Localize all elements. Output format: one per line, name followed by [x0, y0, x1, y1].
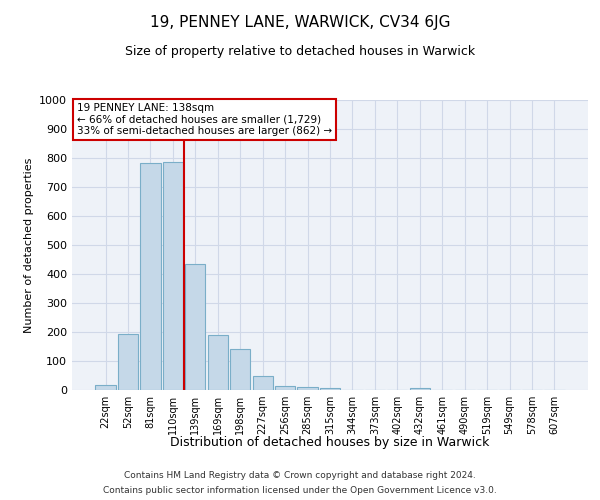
Text: Contains public sector information licensed under the Open Government Licence v3: Contains public sector information licen…: [103, 486, 497, 495]
Y-axis label: Number of detached properties: Number of detached properties: [23, 158, 34, 332]
Bar: [410, 388, 430, 390]
Bar: [298, 387, 317, 390]
Bar: [253, 376, 273, 390]
Bar: [185, 264, 205, 390]
Bar: [118, 334, 138, 390]
Text: 19 PENNEY LANE: 138sqm
← 66% of detached houses are smaller (1,729)
33% of semi-: 19 PENNEY LANE: 138sqm ← 66% of detached…: [77, 103, 332, 136]
Bar: [230, 348, 250, 390]
Bar: [208, 335, 228, 390]
Bar: [140, 163, 161, 390]
Bar: [320, 388, 340, 390]
Text: Contains HM Land Registry data © Crown copyright and database right 2024.: Contains HM Land Registry data © Crown c…: [124, 471, 476, 480]
Bar: [163, 162, 183, 390]
Text: Distribution of detached houses by size in Warwick: Distribution of detached houses by size …: [170, 436, 490, 449]
Text: Size of property relative to detached houses in Warwick: Size of property relative to detached ho…: [125, 45, 475, 58]
Bar: [95, 385, 116, 390]
Text: 19, PENNEY LANE, WARWICK, CV34 6JG: 19, PENNEY LANE, WARWICK, CV34 6JG: [150, 15, 450, 30]
Bar: [275, 386, 295, 390]
